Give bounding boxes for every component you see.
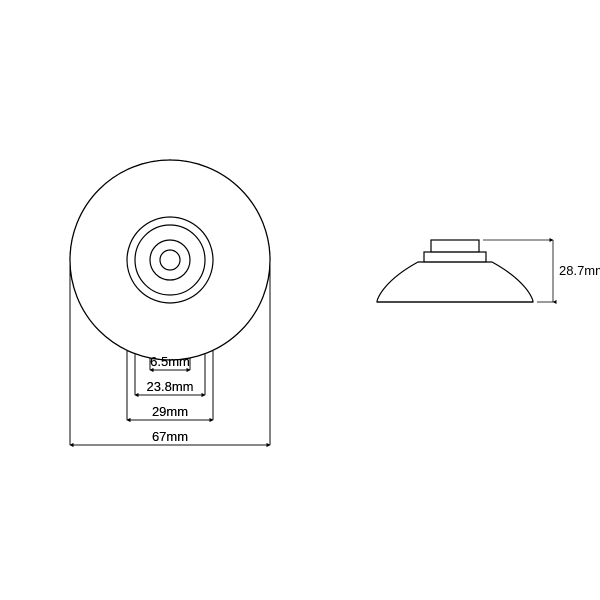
dim-label: 23.8mm (147, 379, 194, 394)
side-view: 28.7mm (377, 240, 600, 302)
dim-label: 29mm (152, 404, 188, 419)
dim-label: 67mm (152, 429, 188, 444)
dim-label: 6.5mm (150, 354, 190, 369)
dim-label: 28.7mm (559, 263, 600, 278)
top-view: 6.5mm23.8mm29mm67mm6.5mm23.8mm29mm67mm (70, 160, 270, 445)
technical-drawing: 6.5mm23.8mm29mm67mm6.5mm23.8mm29mm67mm28… (0, 0, 600, 600)
